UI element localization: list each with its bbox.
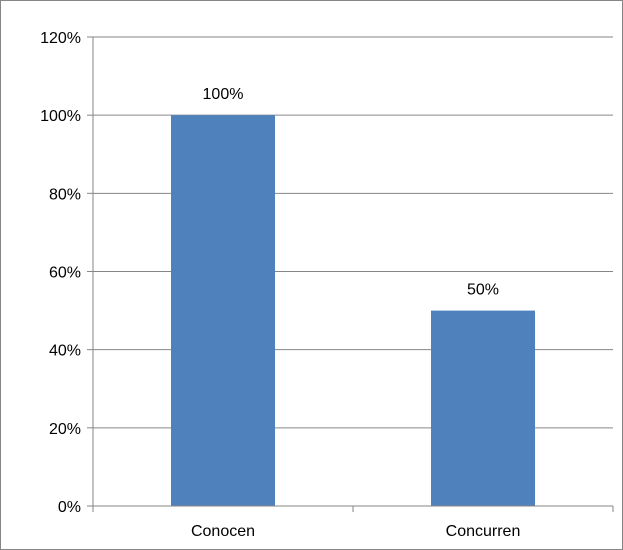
bar-conocen [171, 115, 275, 507]
x-category-label: Concurren [446, 523, 521, 540]
y-tick-label: 20% [49, 421, 81, 438]
y-tick-label: 40% [49, 343, 81, 360]
labels: 0% 20% 40% 60% 80% 100% 120% 100% Conocen 50% Conc… [40, 30, 520, 540]
data-label: 100% [203, 86, 244, 103]
axes [87, 36, 614, 512]
y-tick-label: 120% [40, 30, 81, 47]
y-tick-label: 100% [40, 108, 81, 125]
y-tick-label: 80% [49, 186, 81, 203]
bars [171, 115, 535, 507]
y-tick-label: 60% [49, 265, 81, 282]
bar-concurren [431, 310, 535, 506]
x-category-label: Conocen [191, 523, 255, 540]
y-tick-label: 0% [58, 499, 81, 516]
data-label: 50% [467, 282, 499, 299]
